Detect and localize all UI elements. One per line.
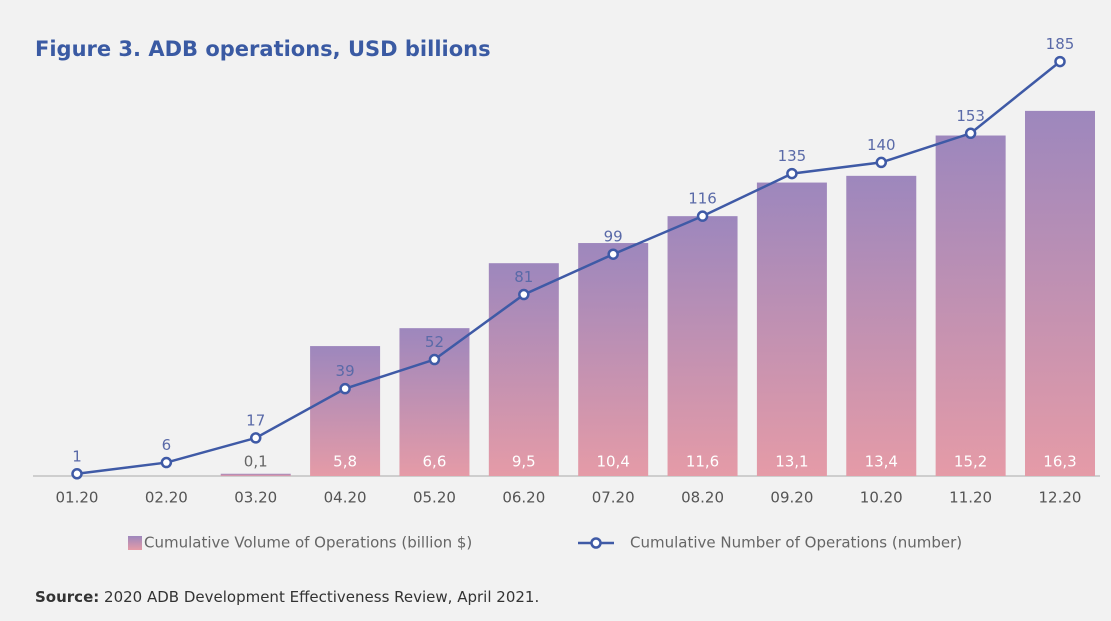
x-tick-label: 10.20 bbox=[860, 489, 903, 507]
bar bbox=[578, 243, 649, 476]
line-point bbox=[964, 127, 977, 140]
x-tick-label: 04.20 bbox=[324, 489, 367, 507]
bar bbox=[1025, 110, 1095, 476]
bar-value-label: 13,4 bbox=[865, 453, 898, 471]
bar-value-label: 10,4 bbox=[596, 453, 629, 471]
line-point bbox=[249, 432, 262, 444]
x-tick-label: 02.20 bbox=[145, 489, 188, 507]
legend-swatch-point bbox=[590, 537, 602, 549]
line bbox=[76, 60, 1061, 476]
line-value-label: 153 bbox=[956, 107, 985, 125]
bar-value-label: 5,8 bbox=[333, 453, 357, 471]
legend-label: Cumulative Volume of Operations (billion… bbox=[144, 534, 472, 552]
x-tick-label: 05.20 bbox=[413, 489, 456, 507]
line-value-label: 99 bbox=[604, 228, 623, 246]
x-tick-label: 03.20 bbox=[234, 489, 277, 507]
bar bbox=[935, 135, 1006, 476]
x-tick-label: 12.20 bbox=[1039, 489, 1082, 507]
line-value-label: 52 bbox=[425, 333, 444, 351]
bar-value-label: 6,6 bbox=[423, 453, 447, 471]
line-value-label: 140 bbox=[867, 136, 896, 154]
line-point bbox=[696, 210, 709, 222]
x-tick-label: 09.20 bbox=[770, 489, 813, 507]
line-value-label: 39 bbox=[336, 362, 355, 380]
legend-label: Cumulative Number of Operations (number) bbox=[630, 534, 962, 552]
bar bbox=[846, 175, 917, 476]
x-tick-label: 11.20 bbox=[949, 489, 992, 507]
source-label: Source: bbox=[35, 588, 99, 606]
line-value-label: 116 bbox=[688, 190, 717, 208]
bar bbox=[756, 182, 827, 476]
line-point bbox=[1054, 55, 1066, 68]
x-tick-label: 08.20 bbox=[681, 489, 724, 507]
chart-title: Figure 3. ADB operations, USD billions bbox=[35, 37, 491, 61]
bar-value-label: 0,1 bbox=[244, 453, 268, 471]
line-value-label: 135 bbox=[778, 147, 807, 165]
line-point bbox=[518, 288, 530, 301]
line-point bbox=[607, 248, 619, 260]
line-point bbox=[160, 456, 173, 469]
bar-value-label: 11,6 bbox=[686, 453, 719, 471]
line-value-label: 81 bbox=[514, 268, 533, 286]
line-point bbox=[71, 468, 83, 480]
legend-swatch bbox=[128, 536, 142, 550]
bar bbox=[399, 328, 470, 476]
line-point bbox=[875, 156, 888, 169]
bar-value-label: 16,3 bbox=[1043, 453, 1076, 471]
line-point bbox=[428, 353, 441, 366]
bar-value-label: 15,2 bbox=[954, 453, 987, 471]
x-tick-label: 06.20 bbox=[502, 489, 545, 507]
bar bbox=[667, 216, 738, 476]
source: Source: 2020 ADB Development Effectivene… bbox=[35, 588, 539, 606]
line-value-label: 185 bbox=[1046, 35, 1075, 53]
x-tick-label: 07.20 bbox=[592, 489, 635, 507]
bar-value-label: 9,5 bbox=[512, 453, 536, 471]
line-value-label: 17 bbox=[246, 411, 265, 429]
source-text: 2020 ADB Development Effectiveness Revie… bbox=[104, 588, 539, 606]
line-value-label: 6 bbox=[162, 436, 172, 454]
line-point bbox=[786, 167, 798, 180]
line-point bbox=[339, 382, 351, 395]
line-value-label: 1 bbox=[72, 447, 82, 465]
bar bbox=[220, 473, 291, 476]
bar-value-label: 13,1 bbox=[775, 453, 808, 471]
bar bbox=[310, 346, 381, 476]
x-tick-label: 01.20 bbox=[56, 489, 99, 507]
